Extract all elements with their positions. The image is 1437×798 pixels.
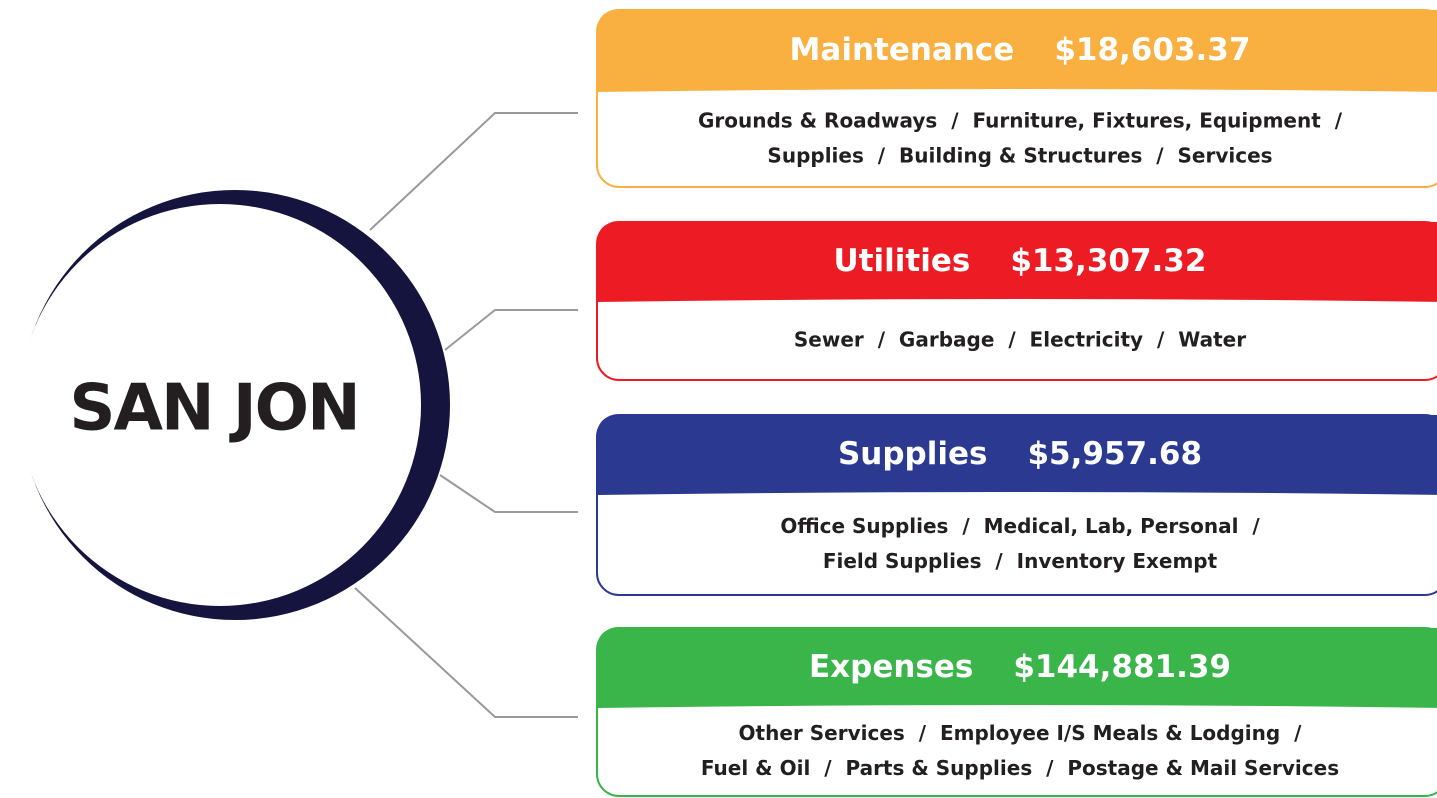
card-description: Grounds & Roadways / Furniture, Fixtures… bbox=[698, 109, 1343, 133]
card-heading: Utilities $13,307.32 bbox=[834, 243, 1207, 279]
card-description: Other Services / Employee I/S Meals & Lo… bbox=[739, 721, 1303, 745]
card-header bbox=[597, 222, 1437, 302]
card-heading: Supplies $5,957.68 bbox=[838, 436, 1202, 472]
card: Supplies $5,957.68 Office Supplies / Medic… bbox=[596, 414, 1437, 596]
card-description: Sewer / Garbage / Electricity / Water bbox=[794, 328, 1246, 352]
card-title: Utilities bbox=[834, 243, 971, 279]
card-header bbox=[597, 10, 1437, 92]
card-amount: $5,957.68 bbox=[1027, 436, 1202, 472]
connector bbox=[439, 474, 578, 513]
circle-inner bbox=[19, 204, 421, 606]
card-header bbox=[597, 415, 1437, 495]
card-description: Field Supplies / Inventory Exempt bbox=[823, 549, 1218, 573]
center-label: SAN JON bbox=[69, 372, 358, 446]
card-header bbox=[597, 628, 1437, 708]
card-description: Office Supplies / Medical, Lab, Personal… bbox=[780, 514, 1260, 538]
connector bbox=[444, 309, 578, 351]
card-description: Supplies / Building & Structures / Servi… bbox=[767, 144, 1272, 168]
card: Expenses $144,881.39 Other Services / Empl… bbox=[596, 627, 1437, 797]
card-description: Fuel & Oil / Parts & Supplies / Postage … bbox=[701, 756, 1339, 780]
connector bbox=[354, 587, 578, 718]
card-heading: Maintenance $18,603.37 bbox=[790, 32, 1251, 68]
card: Maintenance $18,603.37 Grounds & Roadways … bbox=[596, 9, 1437, 188]
card-title: Expenses bbox=[809, 649, 973, 685]
card-title: Supplies bbox=[838, 436, 988, 472]
card-amount: $13,307.32 bbox=[1010, 243, 1206, 279]
card-amount: $144,881.39 bbox=[1013, 649, 1231, 685]
card-amount: $18,603.37 bbox=[1054, 32, 1250, 68]
card-heading: Expenses $144,881.39 bbox=[809, 649, 1231, 685]
card: Utilities $13,307.32 Sewer / Garbage / Ele… bbox=[596, 221, 1437, 381]
card-title: Maintenance bbox=[790, 32, 1015, 68]
connector bbox=[369, 112, 578, 231]
